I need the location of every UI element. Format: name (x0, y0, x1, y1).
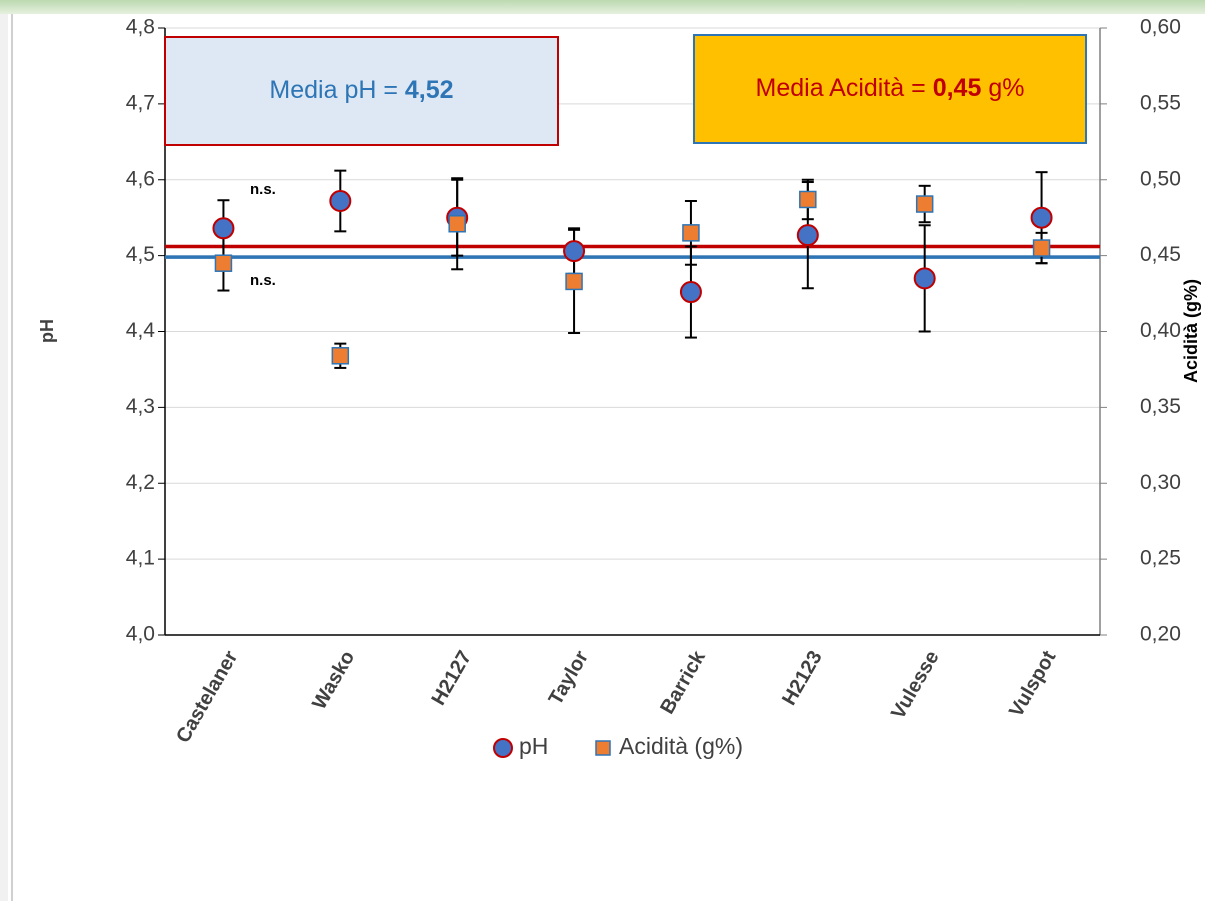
window-top-bar (0, 0, 1205, 14)
info-label: Media Acidità = (756, 74, 933, 102)
x-tick-label: Taylor (545, 647, 593, 709)
y2-tick-label: 0,60 (1140, 16, 1181, 39)
y-tick-label: 4,2 (126, 471, 155, 494)
y2-tick-label: 0,25 (1140, 547, 1181, 570)
info-label: Media pH = (269, 76, 405, 104)
acidity-point (448, 215, 466, 233)
y-tick-label: 4,0 (126, 623, 155, 646)
y2-tick-label: 0,35 (1140, 395, 1181, 418)
info-value: 0,45 (933, 74, 982, 102)
info-box-text: Media pH = 4,52 (269, 76, 453, 104)
y2-tick-label: 0,55 (1140, 91, 1181, 114)
y-tick-label: 4,4 (126, 319, 156, 342)
window-left-border (0, 14, 8, 901)
annotation: n.s. (250, 181, 276, 198)
acidity-point (331, 347, 350, 365)
x-tick-label: Castelaner (172, 647, 242, 747)
y-tick-label: 4,7 (126, 91, 155, 114)
x-tick-label: Barrick (656, 646, 710, 717)
y2-tick-label: 0,45 (1140, 243, 1181, 266)
acidity-point (682, 224, 700, 242)
y-tick-label: 4,1 (126, 547, 155, 570)
annotation: n.s. (250, 272, 276, 289)
acidity-point (1032, 239, 1051, 257)
y2-tick-label: 0,20 (1140, 623, 1181, 646)
ph-point (329, 189, 352, 212)
x-tick-label: Vulesse (887, 647, 943, 723)
ph-point (796, 224, 819, 247)
legend-marker (493, 738, 513, 758)
acidity-point (915, 195, 934, 213)
acidity-point (565, 272, 583, 291)
y-tick-label: 4,3 (126, 395, 155, 418)
ph-point (913, 267, 936, 290)
x-tick-label: Vulspot (1005, 647, 1061, 721)
info-box-text: Media Acidità = 0,45 g% (756, 74, 1025, 102)
y-tick-label: 4,8 (126, 16, 155, 39)
legend-label: pH (519, 733, 548, 759)
y2-axis-title: Acidità (g%) (1181, 279, 1201, 383)
ph-point (1030, 206, 1053, 229)
y-tick-label: 4,5 (126, 243, 155, 266)
info-suffix: g% (981, 74, 1024, 102)
x-tick-label: Wasko (308, 647, 359, 713)
acidity-point (214, 254, 233, 272)
info-value: 4,52 (405, 76, 454, 104)
x-tick-label: H2127 (428, 647, 477, 709)
ph-point (679, 281, 702, 304)
info-box (164, 36, 559, 146)
ph-point (212, 217, 235, 240)
y2-tick-label: 0,40 (1140, 319, 1181, 342)
info-box (693, 34, 1087, 144)
ph-point (563, 240, 586, 263)
legend-label: Acidità (g%) (619, 733, 743, 759)
y-tick-label: 4,6 (126, 167, 155, 190)
x-tick-label: H2123 (778, 647, 827, 709)
legend-marker (595, 740, 611, 756)
acidity-point (799, 190, 817, 209)
y2-tick-label: 0,30 (1140, 471, 1181, 494)
y2-tick-label: 0,50 (1140, 167, 1181, 190)
y-axis-title: pH (37, 319, 57, 343)
